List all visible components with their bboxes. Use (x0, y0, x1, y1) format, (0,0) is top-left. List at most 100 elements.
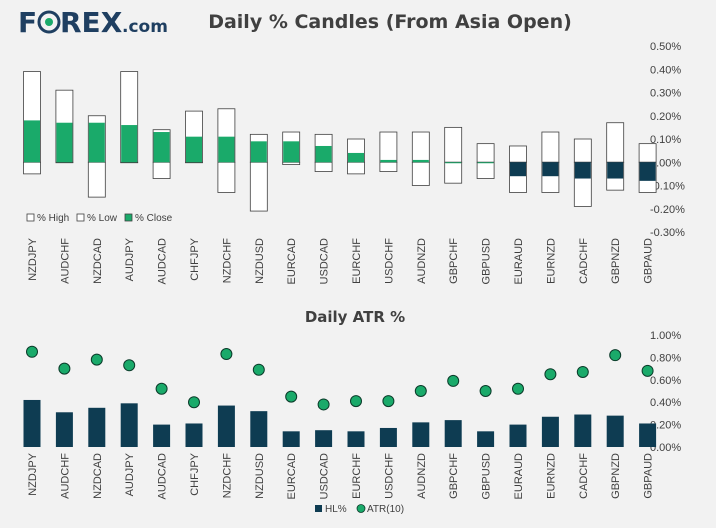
candle-x-label-audjpy: AUDJPY (124, 237, 136, 281)
atr-y-tick: 1.00% (650, 330, 681, 342)
candle-x-label-cadchf: CADCHF (578, 238, 590, 284)
candle-y-tick: -0.20% (650, 204, 685, 216)
candle-close-bar-usdchf (380, 159, 397, 163)
candle-high-box-gbpchf (444, 126, 463, 163)
candle-close-bar-usdcad (315, 145, 332, 163)
candle-close-bar-audnzd (412, 159, 429, 163)
candle-close-bar-audjpy (121, 125, 138, 163)
candle-low-box-audnzd (411, 161, 430, 186)
candle-low-box-gbpchf (444, 161, 463, 184)
atr-dot-euraud (512, 382, 524, 395)
atr-dot-nzdcad (90, 353, 103, 366)
atr-x-label-eurnzd: EURNZD (545, 453, 557, 499)
candle-chart: 0.50% 0.40% 0.30% 0.20% 0.10% 0.00% -0.10% -0.2… (23, 41, 685, 285)
candle-x-label-usdchf: USDCHF (383, 238, 395, 284)
atr-x-label-nzdjpy: NZDJPY (27, 452, 39, 495)
atr-dot-gbpchf (447, 374, 460, 387)
candle-low-box-eurchf (347, 161, 365, 175)
legend-atr-swatch (356, 504, 366, 513)
candle-high-box-usdchf (379, 131, 398, 163)
atr-y-tick: 0.40% (650, 397, 681, 409)
atr-dot-nzdchf (220, 348, 233, 361)
atr-x-label-usdchf: USDCHF (383, 453, 395, 499)
atr-x-label-gbpnzd: GBPNZD (610, 453, 622, 499)
candle-x-label-usdcad: USDCAD (319, 238, 331, 285)
atr-hl-bar-nzdchf (217, 405, 235, 447)
atr-dot-gbpaud (641, 364, 654, 377)
candle-chart-title: Daily % Candles (From Asia Open) (208, 11, 572, 33)
atr-x-label-audjpy: AUDJPY (124, 452, 136, 496)
candle-low-box-audchf (55, 161, 74, 164)
atr-x-label-eurcad: EURCAD (286, 453, 298, 500)
atr-dot-gbpnzd (609, 349, 622, 362)
atr-hl-bar-audjpy (120, 403, 138, 447)
atr-dot-gbpusd (479, 385, 492, 397)
candle-x-label-nzdchf: NZDCHF (221, 238, 233, 283)
logo-globe-icon (37, 10, 61, 34)
atr-hl-bar-euraud (509, 424, 527, 447)
atr-hl-bar-audnzd (412, 422, 430, 447)
legend-high-label: % High (37, 213, 69, 224)
logo-f: F (18, 6, 37, 39)
candle-y-tick: 0.30% (650, 88, 681, 100)
candle-close-bar-gbpnzd (607, 162, 624, 179)
candle-low-box-usdchf (379, 161, 398, 172)
candle-x-label-audcad: AUDCAD (157, 238, 169, 285)
candle-low-box-nzdchf (217, 161, 236, 193)
atr-hl-bar-usdcad (315, 430, 333, 447)
atr-hl-bar-audcad (153, 424, 171, 447)
candle-low-box-eurcad (282, 161, 301, 165)
atr-hl-bar-eurcad (282, 431, 300, 447)
atr-hl-bar-eurchf (347, 431, 365, 447)
candle-close-bar-chfjpy (186, 136, 202, 163)
candle-high-box-gbpusd (476, 143, 495, 163)
atr-dot-audjpy (123, 359, 136, 372)
atr-hl-bar-nzdusd (250, 411, 268, 447)
atr-dot-eurcad (285, 390, 298, 403)
candle-low-box-gbpusd (476, 161, 495, 179)
legend-hl-swatch (315, 505, 322, 512)
legend-low-label: % Low (87, 213, 118, 224)
atr-dot-nzdusd (252, 363, 265, 376)
atr-x-label-chfjpy: CHFJPY (189, 452, 201, 495)
atr-x-label-usdcad: USDCAD (319, 453, 331, 500)
candle-close-bar-nzdchf (218, 136, 235, 163)
legend-atr-label: ATR(10) (367, 504, 404, 515)
atr-hl-bar-audchf (55, 412, 73, 447)
candle-close-bar-eurnzd (542, 162, 559, 177)
atr-dot-audnzd (414, 385, 427, 397)
legend-hl-label: HL% (325, 504, 347, 515)
candle-x-label-eurnzd: EURNZD (545, 238, 557, 284)
candle-low-box-nzdcad (87, 161, 106, 198)
candle-high-box-cadchf (573, 138, 592, 163)
atr-x-label-gbpaud: GBPAUD (643, 453, 655, 499)
candle-high-box-audnzd (411, 131, 430, 163)
candle-close-bar-nzdusd (250, 141, 267, 163)
atr-dot-usdchf (382, 395, 395, 408)
atr-y-tick: 0.60% (650, 375, 681, 387)
candle-y-tick: -0.30% (650, 227, 685, 239)
candle-y-tick: 0.50% (650, 41, 681, 53)
candle-x-label-gbpusd: GBPUSD (481, 238, 493, 285)
atr-hl-bar-gbpchf (444, 420, 462, 447)
logo-rex: REX (60, 6, 123, 39)
forex-logo: F REX .com (18, 6, 168, 39)
candle-close-bar-gbpusd (477, 162, 494, 164)
candle-high-box-euraud (509, 145, 527, 163)
candle-y-tick: -0.10% (650, 181, 685, 193)
atr-x-label-audcad: AUDCAD (157, 453, 169, 500)
atr-x-label-audchf: AUDCHF (59, 453, 71, 499)
candle-low-box-chfjpy (185, 161, 203, 164)
candle-low-box-usdcad (314, 161, 333, 172)
candle-low-box-audjpy (120, 161, 139, 164)
candle-close-bar-audchf (56, 122, 73, 163)
candle-close-bar-eurchf (348, 152, 364, 163)
logo-suffix: .com (122, 17, 168, 37)
atr-chart: 1.00% 0.80% 0.60% 0.40% 0.20% 0.00% NZDJPY AUDC… (23, 330, 681, 500)
candle-low-box-audcad (152, 161, 171, 179)
candle-close-bar-nzdcad (88, 122, 105, 163)
candle-low-box-nzdjpy (23, 161, 41, 175)
candle-y-tick: 0.00% (650, 157, 681, 169)
atr-y-tick: 0.80% (650, 352, 681, 364)
